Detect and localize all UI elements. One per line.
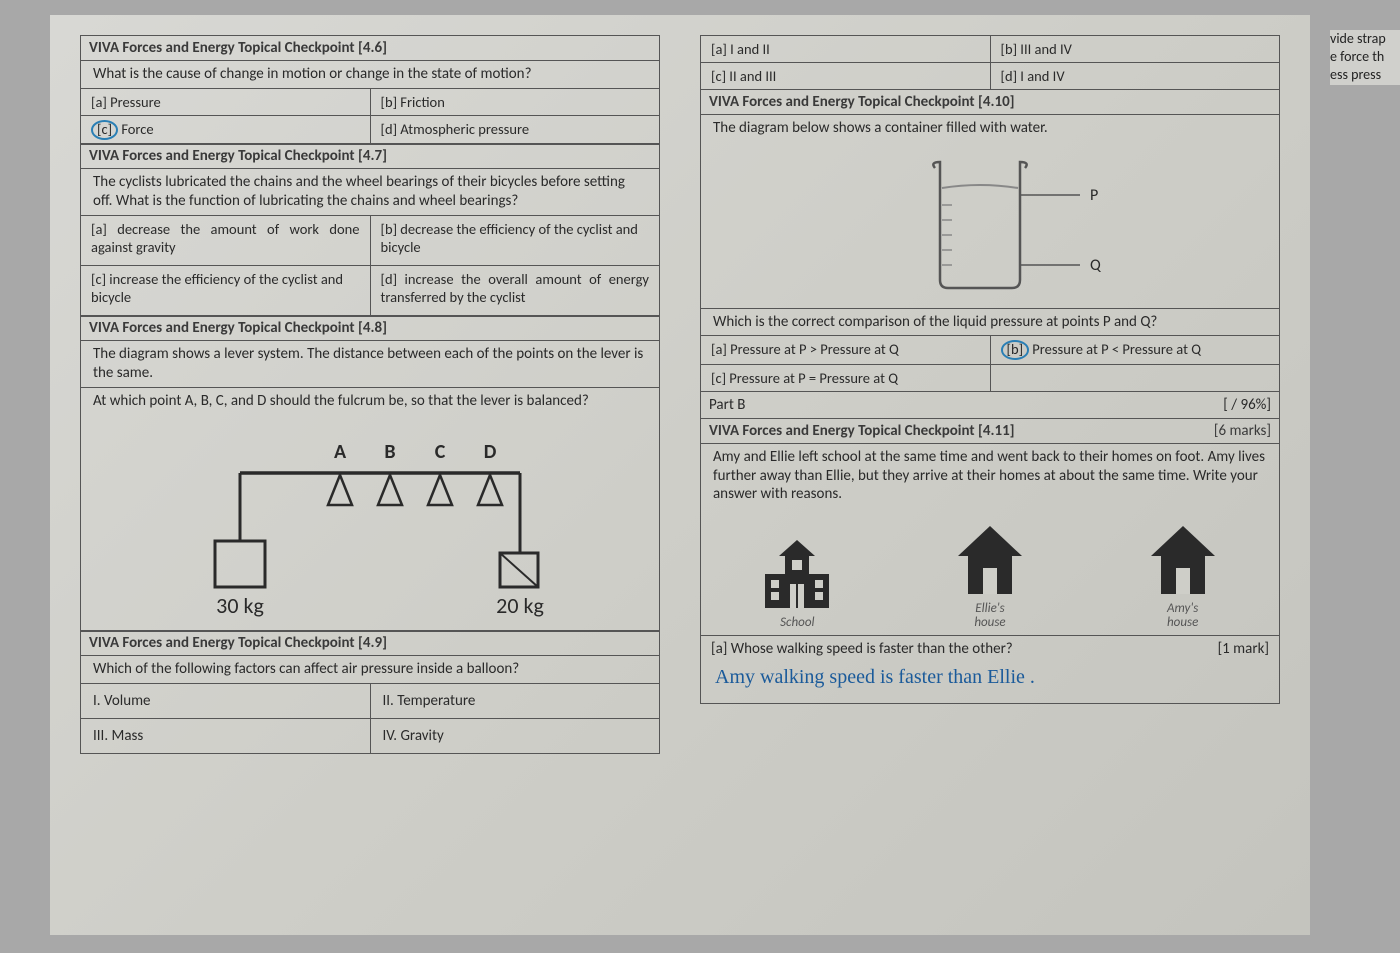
option-b: [b] Friction bbox=[370, 89, 660, 116]
option-d-empty bbox=[990, 365, 1280, 391]
question-4-7: VIVA Forces and Energy Topical Checkpoin… bbox=[80, 143, 660, 317]
option-c: [c] increase the efficiency of the cycli… bbox=[81, 266, 370, 316]
option-c: [c] Pressure at P = Pressure at Q bbox=[701, 365, 990, 391]
beaker-diagram: P Q bbox=[701, 142, 1279, 308]
factor-4: IV. Gravity bbox=[370, 719, 660, 753]
question-4-11: VIVA Forces and Energy Topical Checkpoin… bbox=[700, 418, 1280, 705]
option-a: [a] Pressure at P > Pressure at Q bbox=[701, 336, 990, 365]
question-text: The diagram below shows a container fill… bbox=[701, 115, 1279, 142]
lever-diagram: A B C D 30 kg 20 k bbox=[81, 415, 659, 631]
question-4-9-options: [a] I and II [b] III and IV [c] II and I… bbox=[700, 35, 1280, 90]
part-b-label: Part B bbox=[709, 396, 745, 414]
ellie-caption: Ellie'shouse bbox=[974, 602, 1005, 631]
factor-1: I. Volume bbox=[81, 684, 370, 719]
right-column: [a] I and II [b] III and IV [c] II and I… bbox=[700, 35, 1280, 915]
option-c: [c] II and III bbox=[701, 63, 990, 89]
question-title: VIVA Forces and Energy Topical Checkpoin… bbox=[701, 419, 1279, 444]
option-a: [a] decrease the amount of work done aga… bbox=[81, 216, 370, 266]
option-a: [a] I and II bbox=[701, 36, 990, 63]
question-text: Which of the following factors can affec… bbox=[81, 656, 659, 684]
house-icon bbox=[1143, 520, 1223, 600]
subquestion-a: [a] Whose walking speed is faster than t… bbox=[701, 635, 1279, 663]
option-c-text: Force bbox=[121, 120, 153, 138]
handwritten-answer: Amy walking speed is faster than Ellie . bbox=[701, 662, 1279, 703]
question-subtext: Which is the correct comparison of the l… bbox=[701, 308, 1279, 337]
svg-text:Q: Q bbox=[1090, 256, 1102, 275]
option-d: [d] Atmospheric pressure bbox=[370, 116, 660, 144]
option-b: [b] Pressure at P < Pressure at Q bbox=[990, 336, 1280, 365]
school-caption: School bbox=[780, 616, 814, 630]
question-text: The cyclists lubricated the chains and t… bbox=[81, 169, 659, 216]
label-d: D bbox=[484, 440, 497, 464]
factor-2: II. Temperature bbox=[370, 684, 660, 719]
label-a: A bbox=[334, 440, 347, 464]
weight-left: 30 kg bbox=[216, 592, 264, 619]
option-b: [b] decrease the efficiency of the cycli… bbox=[370, 216, 660, 266]
question-title: VIVA Forces and Energy Topical Checkpoin… bbox=[81, 144, 659, 169]
school-icon bbox=[757, 534, 837, 614]
amy-caption: Amy'shouse bbox=[1167, 602, 1198, 631]
question-text: What is the cause of change in motion or… bbox=[81, 61, 659, 89]
question-title: VIVA Forces and Energy Topical Checkpoin… bbox=[81, 36, 659, 61]
label-c: C bbox=[435, 440, 446, 464]
question-4-6: VIVA Forces and Energy Topical Checkpoin… bbox=[80, 35, 660, 145]
houses-diagram: School Ellie'shouse Am bbox=[701, 508, 1279, 635]
option-d: [d] increase the overall amount of energ… bbox=[370, 266, 660, 316]
question-text: The diagram shows a lever system. The di… bbox=[81, 341, 659, 388]
question-subtext: At which point A, B, C, and D should the… bbox=[81, 388, 659, 415]
page-fragment-right: vide strap e force th ess press bbox=[1330, 30, 1400, 85]
left-column: VIVA Forces and Energy Topical Checkpoin… bbox=[80, 35, 660, 915]
part-b-header: Part B [ / 96%] bbox=[700, 391, 1280, 418]
option-b: [b] III and IV bbox=[990, 36, 1280, 63]
house-icon bbox=[950, 520, 1030, 600]
question-title: VIVA Forces and Energy Topical Checkpoin… bbox=[701, 90, 1279, 115]
question-title: VIVA Forces and Energy Topical Checkpoin… bbox=[81, 631, 659, 656]
question-text: Amy and Ellie left school at the same ti… bbox=[701, 444, 1279, 508]
factor-3: III. Mass bbox=[81, 719, 370, 753]
selected-answer-circle: [b] bbox=[1001, 340, 1030, 360]
question-title: VIVA Forces and Energy Topical Checkpoin… bbox=[81, 316, 659, 341]
part-b-score: [ / 96%] bbox=[1223, 396, 1271, 414]
selected-answer-circle: [c] bbox=[91, 120, 118, 140]
weight-right: 20 kg bbox=[496, 592, 544, 619]
question-4-9: VIVA Forces and Energy Topical Checkpoin… bbox=[80, 630, 660, 754]
option-c: [c] Force bbox=[81, 116, 370, 144]
question-4-8: VIVA Forces and Energy Topical Checkpoin… bbox=[80, 315, 660, 631]
option-b-text: Pressure at P < Pressure at Q bbox=[1032, 340, 1201, 358]
question-4-10: VIVA Forces and Energy Topical Checkpoin… bbox=[700, 89, 1280, 393]
option-d: [d] I and IV bbox=[990, 63, 1280, 89]
svg-text:P: P bbox=[1090, 186, 1098, 205]
option-a: [a] Pressure bbox=[81, 89, 370, 116]
label-b: B bbox=[384, 440, 395, 464]
question-marks: [6 marks] bbox=[1214, 422, 1271, 440]
subquestion-mark: [1 mark] bbox=[1218, 640, 1269, 659]
